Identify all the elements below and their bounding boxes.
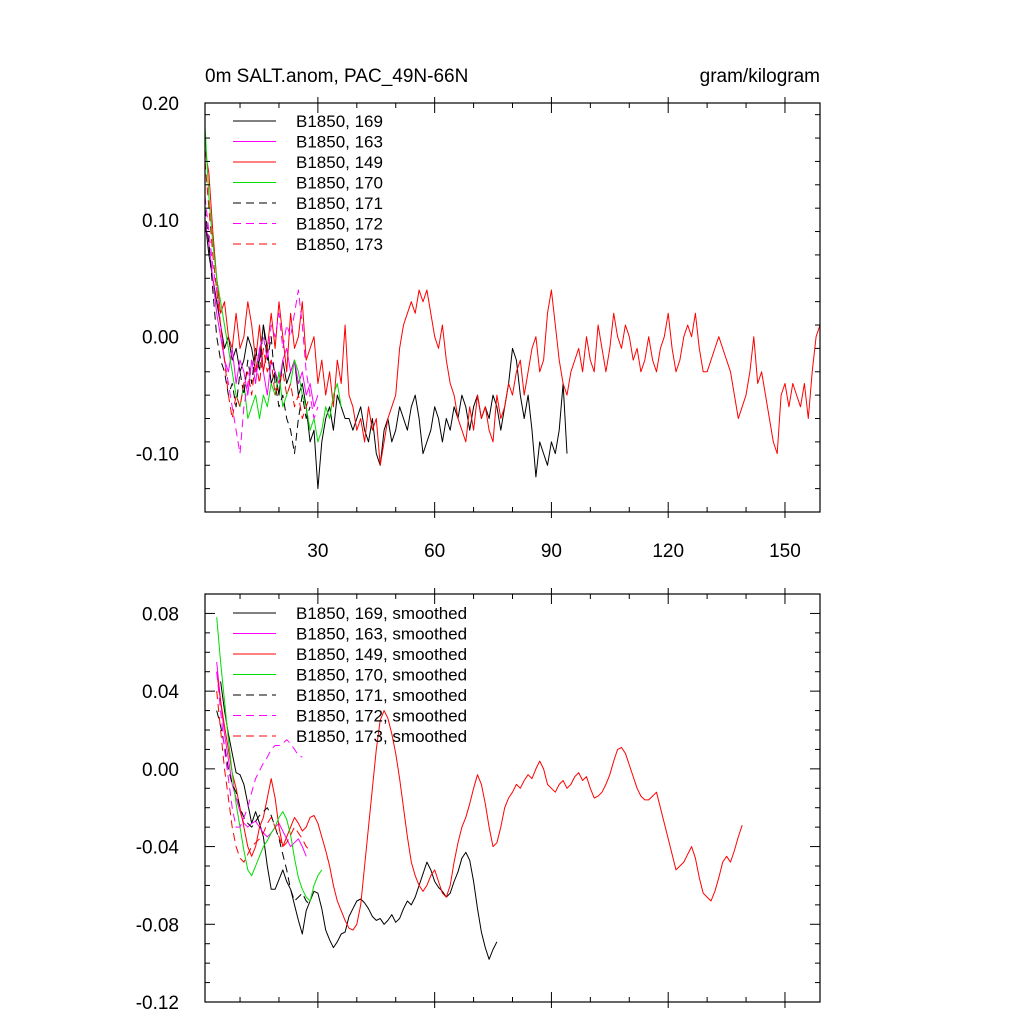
series-line-4: [205, 126, 342, 443]
legend-label: B1850, 173: [296, 235, 383, 254]
y-tick-label: -0.08: [136, 915, 179, 936]
y-tick-label: -0.10: [136, 445, 179, 466]
y-tick-label: -0.04: [136, 838, 180, 859]
x-tick-label: 30: [307, 541, 328, 562]
series-line-7: [205, 161, 311, 419]
y-tick-label: 0.10: [142, 211, 179, 232]
y-tick-label: 0.00: [142, 328, 179, 349]
y-tick-label: 0.04: [142, 682, 179, 703]
legend-label: B1850, 172: [296, 215, 383, 234]
series-line-7: [216, 691, 311, 863]
plot-area: [216, 617, 743, 960]
top-panel: 0m SALT.anom, PAC_49N-66N gram/kilogram -0…: [136, 66, 821, 562]
series-line-3: [216, 671, 743, 931]
legend-label: B1850, 163: [296, 133, 383, 152]
y-tick-label: 0.08: [142, 604, 179, 625]
legend-label: B1850, 169, smoothed: [296, 604, 467, 623]
x-tick-label: 60: [424, 541, 445, 562]
y-tick-label: 0.00: [142, 760, 179, 781]
series-line-6: [205, 196, 319, 455]
y-tick-label: -0.12: [136, 993, 179, 1014]
units-label: gram/kilogram: [700, 66, 820, 87]
y-tick-label: 0.20: [142, 94, 179, 115]
legend-label: B1850, 173, smoothed: [296, 727, 467, 746]
legend-label: B1850, 169: [296, 112, 383, 131]
x-tick-label: 90: [541, 541, 562, 562]
legend-label: B1850, 170: [296, 174, 383, 193]
bottom-panel: -0.12 -0.08 -0.04 0.00 0.04 0.08 B1850, 169, s…: [136, 588, 821, 1014]
x-tick-label: 120: [652, 541, 684, 562]
plot-area: [205, 126, 820, 490]
legend-label: B1850, 163, smoothed: [296, 625, 467, 644]
chart-title: 0m SALT.anom, PAC_49N-66N: [205, 66, 468, 87]
series-line-5: [205, 208, 311, 455]
series-line-1: [220, 681, 498, 960]
legend-label: B1850, 172, smoothed: [296, 707, 467, 726]
legend-label: B1850, 170, smoothed: [296, 666, 467, 685]
legend: B1850, 169, smoothed B1850, 163, smoothed…: [233, 604, 467, 746]
series-line-6: [216, 671, 303, 828]
legend-label: B1850, 171, smoothed: [296, 686, 467, 705]
legend-label: B1850, 149: [296, 153, 383, 172]
series-line-3: [205, 149, 820, 466]
x-tick-label: 150: [769, 541, 801, 562]
legend-label: B1850, 171: [296, 194, 383, 213]
legend-label: B1850, 149, smoothed: [296, 645, 467, 664]
